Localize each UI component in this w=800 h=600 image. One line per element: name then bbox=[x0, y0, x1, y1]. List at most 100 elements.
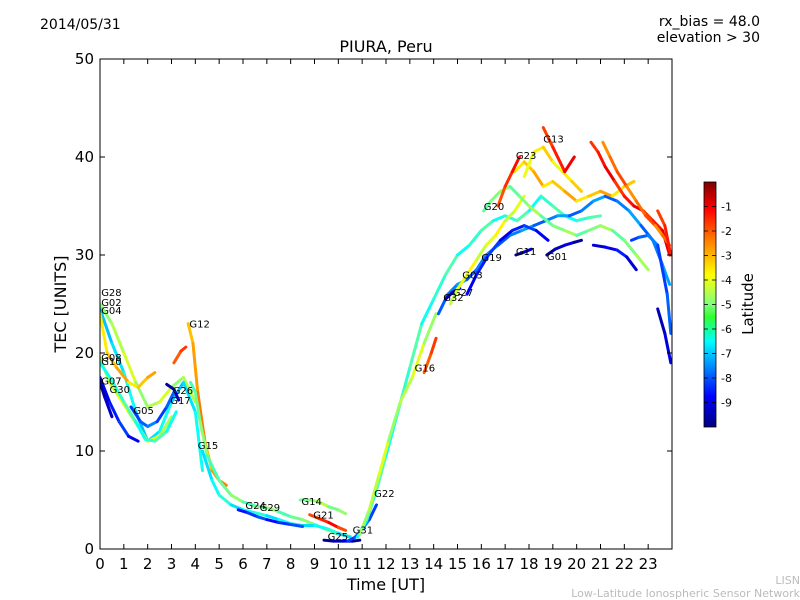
data-segment bbox=[158, 415, 173, 438]
data-segment bbox=[127, 380, 140, 389]
data-segment bbox=[210, 478, 221, 497]
x-tick-label: 11 bbox=[353, 555, 372, 573]
data-segment bbox=[420, 297, 436, 326]
elevation-label: elevation > 30 bbox=[656, 30, 760, 46]
series-g13b bbox=[541, 126, 576, 174]
data-segment bbox=[570, 180, 583, 193]
data-segment bbox=[229, 493, 245, 504]
data-segment bbox=[136, 376, 150, 389]
data-segment bbox=[100, 376, 112, 404]
x-tick-label: 1 bbox=[119, 555, 129, 573]
data-segment bbox=[108, 400, 121, 424]
series-g16 bbox=[358, 312, 438, 536]
data-segment bbox=[127, 434, 140, 443]
data-segment bbox=[475, 253, 488, 272]
data-segment bbox=[656, 209, 667, 228]
data-segment bbox=[253, 504, 269, 510]
data-segment bbox=[532, 145, 545, 154]
data-segment bbox=[551, 180, 567, 193]
data-segment bbox=[367, 503, 378, 522]
data-segment bbox=[446, 282, 459, 296]
satellite-label: G08 bbox=[101, 353, 121, 364]
data-segment bbox=[589, 140, 600, 154]
data-segment bbox=[563, 229, 579, 237]
data-segment bbox=[374, 454, 388, 492]
x-tick-label: 7 bbox=[262, 555, 272, 573]
x-tick-label: 2 bbox=[143, 555, 153, 573]
data-segment bbox=[625, 255, 638, 272]
y-tick-label: 40 bbox=[75, 148, 94, 166]
data-segment bbox=[663, 331, 672, 365]
data-segment bbox=[313, 523, 328, 530]
x-tick-label: 22 bbox=[615, 555, 634, 573]
satellite-label: G19 bbox=[481, 253, 501, 264]
data-segment bbox=[637, 233, 650, 239]
data-segment bbox=[189, 380, 197, 394]
satellite-label: G28 bbox=[101, 288, 121, 299]
y-tick-label: 50 bbox=[75, 50, 94, 68]
data-segment bbox=[170, 380, 185, 404]
data-segment bbox=[155, 405, 169, 424]
colorbar-tick-label: -2 bbox=[721, 225, 732, 238]
x-axis: 0 1 2 3 4 5 6 7 8 9 10 11 12 13 14 15 16 17 18 19 20 21 22 23 bbox=[95, 59, 658, 573]
series-g25 bbox=[322, 538, 362, 543]
satellite-label: G24 bbox=[245, 501, 265, 512]
data-segment bbox=[634, 253, 650, 272]
series-g33 bbox=[629, 233, 672, 335]
colorbar-ticks: -1 -2 -3 -4 -5 -6 -7 -8 -9 bbox=[704, 201, 732, 410]
satellite-label: G20 bbox=[484, 202, 504, 213]
data-segment bbox=[158, 385, 173, 404]
data-segment bbox=[563, 240, 576, 247]
data-segment bbox=[651, 219, 664, 232]
data-segment bbox=[444, 253, 459, 277]
data-segment bbox=[563, 155, 576, 174]
data-segment bbox=[241, 500, 257, 508]
data-segment bbox=[456, 243, 471, 257]
data-segment bbox=[186, 322, 195, 345]
x-tick-label: 3 bbox=[167, 555, 177, 573]
series-g21 bbox=[308, 513, 347, 532]
y-tick-label: 0 bbox=[84, 540, 94, 558]
rx-bias-info: rx_bias = 48.0 elevation > 30 bbox=[657, 14, 760, 46]
satellite-label: G17 bbox=[170, 396, 190, 407]
data-segment bbox=[289, 523, 305, 528]
data-segment bbox=[491, 214, 507, 223]
y-axis: 0 10 20 30 40 50 bbox=[75, 50, 672, 558]
series-g34 bbox=[656, 307, 672, 365]
data-segment bbox=[603, 245, 619, 252]
series-g06 bbox=[591, 243, 638, 272]
data-segment bbox=[515, 209, 531, 223]
data-segment bbox=[100, 307, 114, 345]
data-segment bbox=[486, 238, 502, 257]
x-tick-label: 12 bbox=[376, 555, 395, 573]
x-tick-label: 8 bbox=[286, 555, 296, 573]
data-segment bbox=[377, 439, 390, 477]
data-segment bbox=[622, 238, 638, 257]
data-segment bbox=[551, 145, 567, 174]
data-segment bbox=[522, 224, 538, 232]
data-segment bbox=[322, 538, 336, 543]
x-tick-label: 17 bbox=[496, 555, 515, 573]
data-segment bbox=[122, 400, 138, 424]
data-segment bbox=[479, 219, 495, 232]
x-tick-label: 9 bbox=[310, 555, 320, 573]
data-segment bbox=[465, 273, 479, 296]
footer-network: Low-Latitude Ionospheric Sensor Network bbox=[571, 587, 800, 600]
data-segment bbox=[117, 420, 131, 438]
satellite-label: G30 bbox=[110, 385, 130, 396]
series-g30 bbox=[100, 380, 114, 419]
data-segment bbox=[422, 312, 438, 345]
data-segment bbox=[503, 209, 517, 223]
data-segment bbox=[563, 189, 579, 203]
x-tick-label: 14 bbox=[424, 555, 443, 573]
data-segment bbox=[444, 290, 455, 301]
satellite-label: G27 bbox=[453, 288, 473, 299]
data-segment bbox=[143, 437, 157, 443]
data-segment bbox=[217, 493, 233, 507]
data-segment bbox=[358, 508, 371, 536]
data-segment bbox=[656, 307, 667, 335]
data-segment bbox=[165, 390, 176, 409]
data-segment bbox=[134, 420, 147, 441]
data-segment bbox=[241, 508, 257, 515]
series-g24 bbox=[200, 449, 352, 539]
